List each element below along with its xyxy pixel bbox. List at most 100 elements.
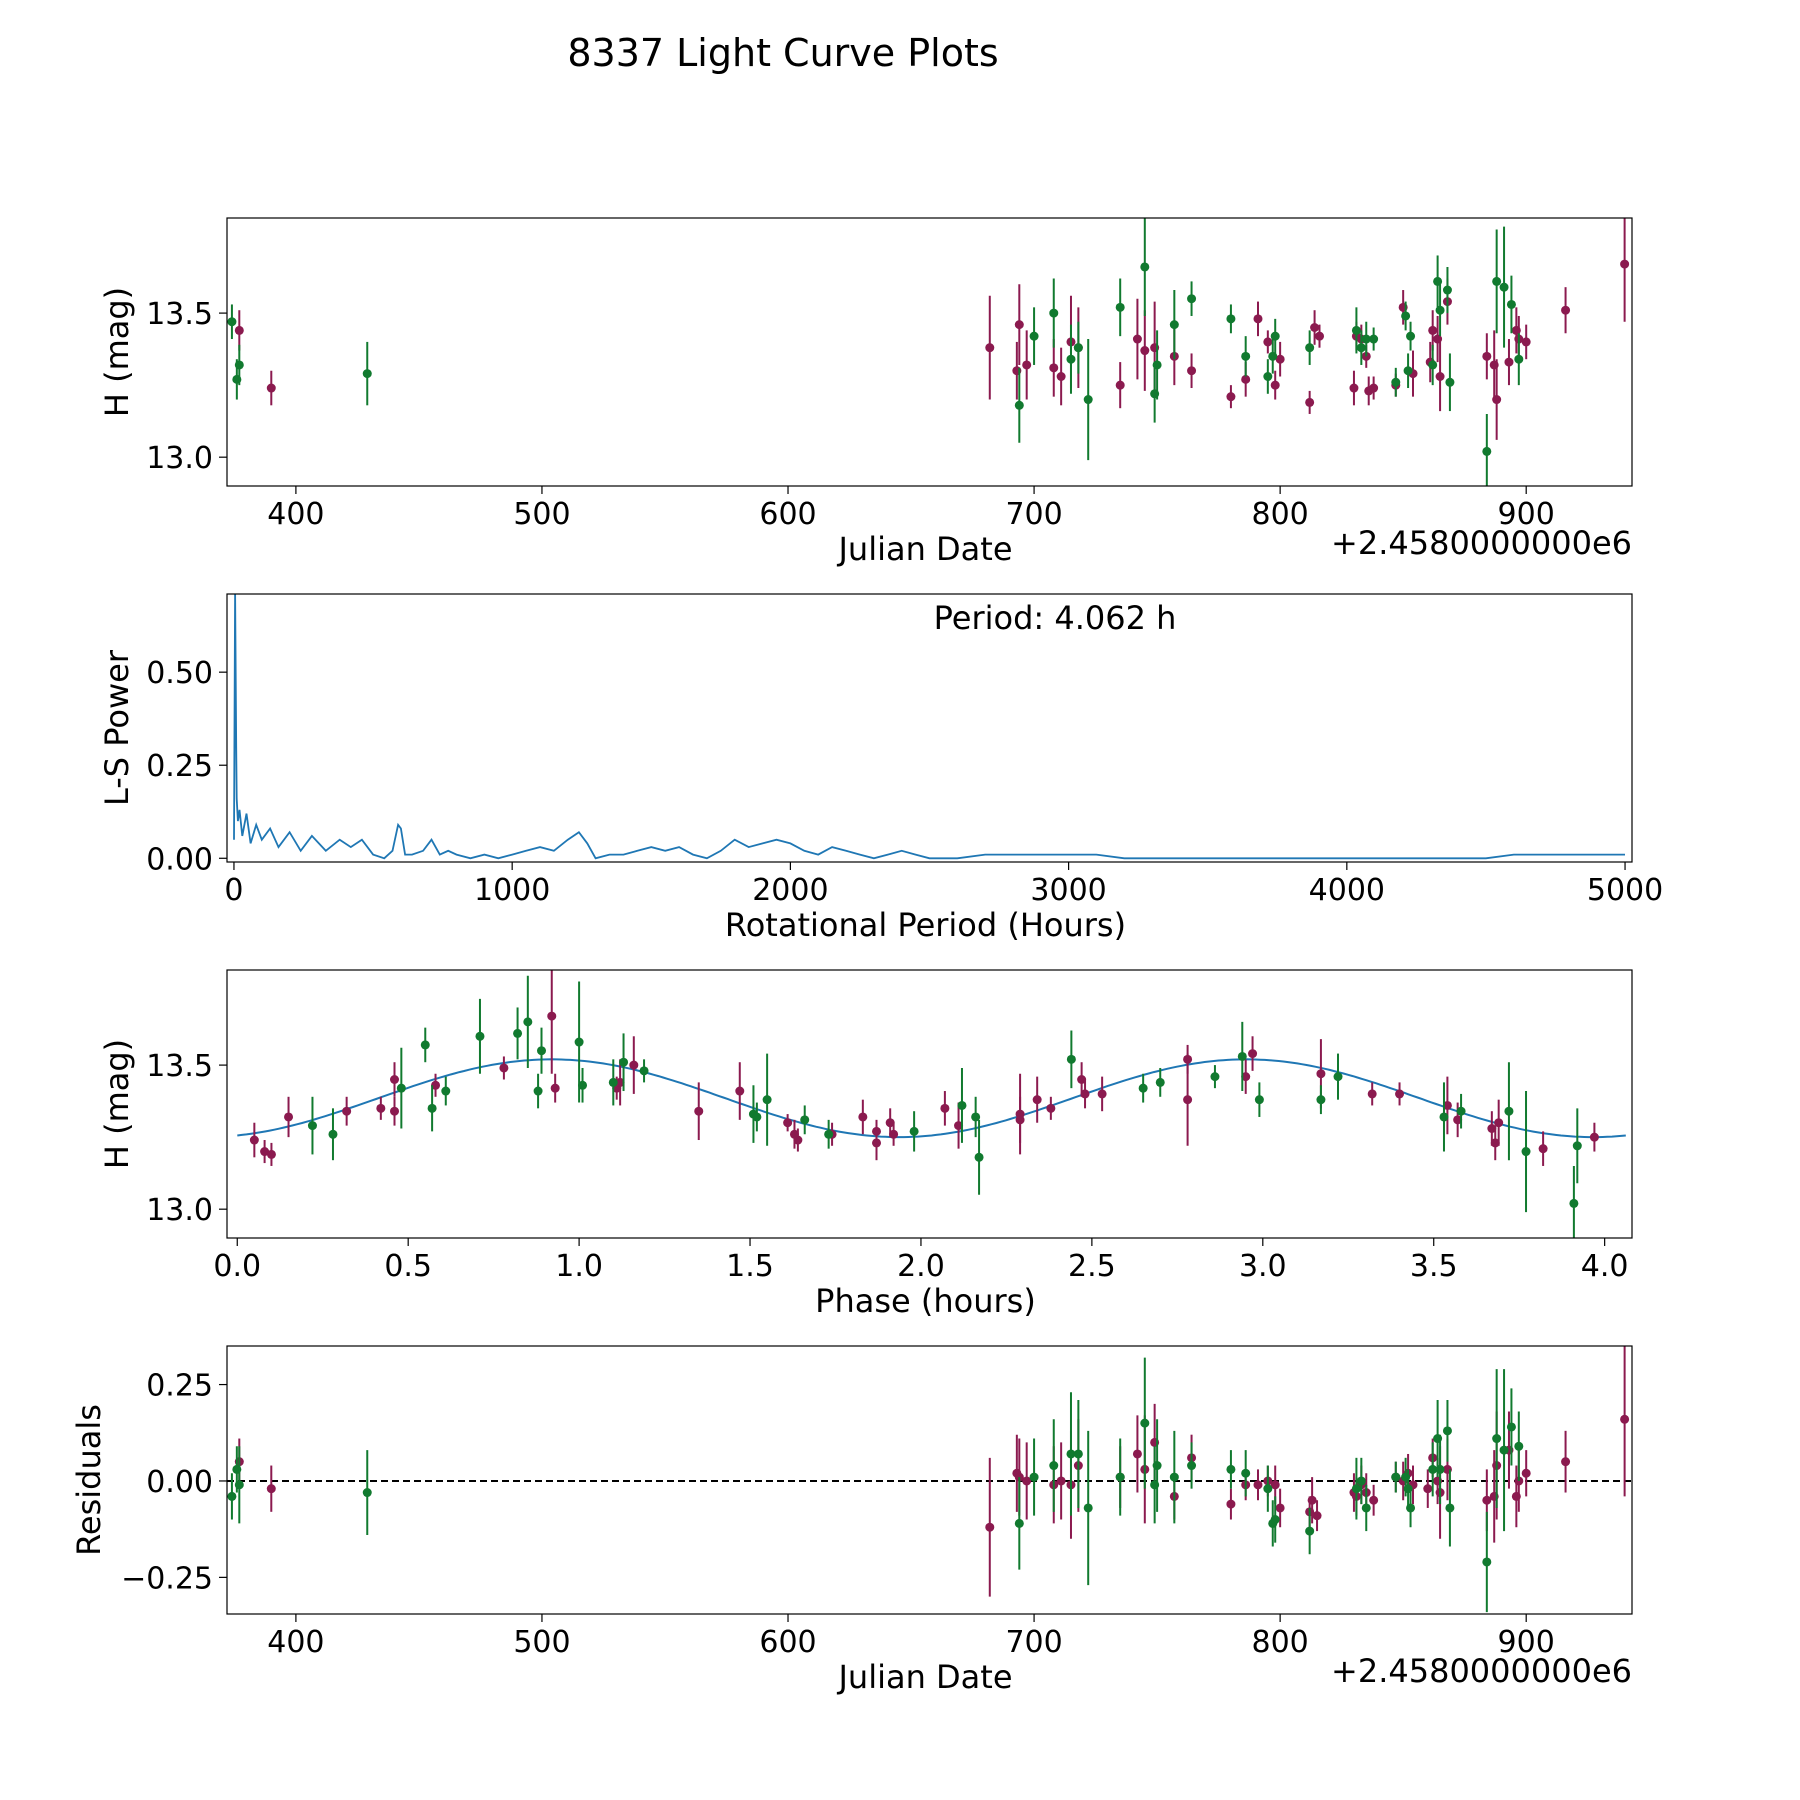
red-data-point: [1132, 334, 1142, 344]
green-data-point: [1391, 377, 1401, 387]
green-data-point: [971, 1112, 981, 1122]
x-tick-label: 500: [513, 497, 570, 532]
red-data-point: [431, 1080, 441, 1090]
green-data-point: [800, 1115, 810, 1125]
green-data-point: [1066, 1054, 1076, 1064]
green-data-point: [1270, 1515, 1280, 1525]
y-axis-label: Residuals: [70, 1404, 108, 1556]
green-data-point: [328, 1129, 338, 1139]
green-data-point: [639, 1066, 649, 1076]
green-data-point: [957, 1100, 967, 1110]
periodogram-line: [233, 594, 1625, 860]
green-data-point: [1506, 299, 1516, 309]
x-tick-label: 4000: [1309, 873, 1385, 908]
green-data-point: [1083, 395, 1093, 405]
green-data-point: [1406, 331, 1416, 341]
green-data-point: [1401, 311, 1411, 321]
green-data-point: [1210, 1072, 1220, 1082]
green-data-point: [619, 1057, 629, 1067]
green-data-point: [396, 1083, 406, 1093]
green-data-point: [1435, 305, 1445, 315]
red-data-point: [1482, 351, 1492, 361]
y-tick-label: 13.5: [146, 297, 213, 332]
green-data-point: [1369, 334, 1379, 344]
periodogram-panel: 0 1000 2000 3000 4000 5000 0.00 0.25 0.50 Rotatio…: [98, 593, 1663, 944]
red-data-point: [1226, 1499, 1236, 1509]
red-data-point: [1226, 392, 1236, 402]
x-axis-label: Phase (hours): [815, 1282, 1036, 1320]
x-tick-label: 0: [224, 873, 243, 908]
red-data-point: [858, 1112, 868, 1122]
figure-title: 8337 Light Curve Plots: [567, 31, 998, 75]
green-data-point: [234, 360, 244, 370]
x-tick-label: 0.0: [213, 1249, 261, 1284]
green-data-point: [227, 317, 237, 327]
red-data-point: [1395, 1089, 1405, 1099]
phased-panel: 0.0 0.5 1.0 1.5 2.0 2.5 3.0 3.5 4.0 13.0 13.5 Phase…: [98, 969, 1633, 1320]
red-data-point: [1305, 397, 1315, 407]
red-data-point: [1487, 1123, 1497, 1133]
green-data-point: [1029, 331, 1039, 341]
green-data-point: [1115, 1472, 1125, 1482]
red-data-point: [1433, 334, 1443, 344]
green-data-point: [1499, 1445, 1509, 1455]
red-data-point: [1482, 1495, 1492, 1505]
green-data-point: [1014, 1518, 1024, 1528]
phased-plot-area: [237, 970, 1626, 1238]
x-tick-label: 2.5: [1068, 1249, 1116, 1284]
x-tick-label: 4.0: [1581, 1249, 1629, 1284]
residuals-frame: [226, 1345, 1633, 1615]
phased-frame: [226, 969, 1633, 1239]
residuals-panel: 400 500 600 700 800 900 −0.25 0.00 0.25 Julian Da…: [70, 1345, 1633, 1696]
green-data-point: [1305, 343, 1315, 353]
green-data-point: [1569, 1198, 1579, 1208]
red-data-point: [783, 1118, 793, 1128]
red-data-point: [1015, 1109, 1025, 1119]
green-data-point: [1115, 302, 1125, 312]
red-data-point: [1056, 1476, 1066, 1486]
green-data-point: [1014, 400, 1024, 410]
green-data-point: [1442, 285, 1452, 295]
green-data-point: [441, 1086, 451, 1096]
red-data-point: [940, 1103, 950, 1113]
green-data-point: [574, 1037, 584, 1047]
red-data-point: [234, 325, 244, 335]
lightcurve-frame: [226, 217, 1633, 487]
green-data-point: [1482, 1557, 1492, 1567]
x-tick-label: 3.5: [1410, 1249, 1458, 1284]
red-data-point: [1140, 346, 1150, 356]
green-data-point: [1305, 1526, 1315, 1536]
x-axis-label: Rotational Period (Hours): [725, 906, 1126, 944]
green-data-point: [1263, 1484, 1273, 1494]
green-data-point: [307, 1121, 317, 1131]
green-data-point: [1066, 1449, 1076, 1459]
red-data-point: [1492, 395, 1502, 405]
red-data-point: [889, 1129, 899, 1139]
green-data-point: [1521, 1147, 1531, 1157]
green-data-point: [1083, 1503, 1093, 1513]
x-tick-label: 3.0: [1239, 1249, 1287, 1284]
red-data-point: [872, 1126, 882, 1136]
red-data-point: [1490, 1138, 1500, 1148]
green-data-point: [909, 1126, 919, 1136]
green-data-point: [1187, 294, 1197, 304]
red-data-point: [284, 1112, 294, 1122]
x-axis-label: Julian Date: [836, 530, 1012, 568]
green-data-point: [1499, 282, 1509, 292]
periodogram-frame: [226, 593, 1633, 863]
red-data-point: [1367, 1089, 1377, 1099]
red-data-point: [1521, 337, 1531, 347]
green-data-point: [1445, 377, 1455, 387]
red-data-point: [1504, 357, 1514, 367]
green-data-point: [1140, 262, 1150, 272]
red-data-point: [1538, 1144, 1548, 1154]
green-data-point: [227, 1491, 237, 1501]
red-data-point: [885, 1118, 895, 1128]
green-data-point: [1155, 1077, 1165, 1087]
red-data-point: [1132, 1449, 1142, 1459]
green-data-point: [752, 1112, 762, 1122]
x-tick-label: 1.0: [555, 1249, 603, 1284]
periodogram-plot-area: [233, 594, 1625, 860]
red-data-point: [1080, 1089, 1090, 1099]
